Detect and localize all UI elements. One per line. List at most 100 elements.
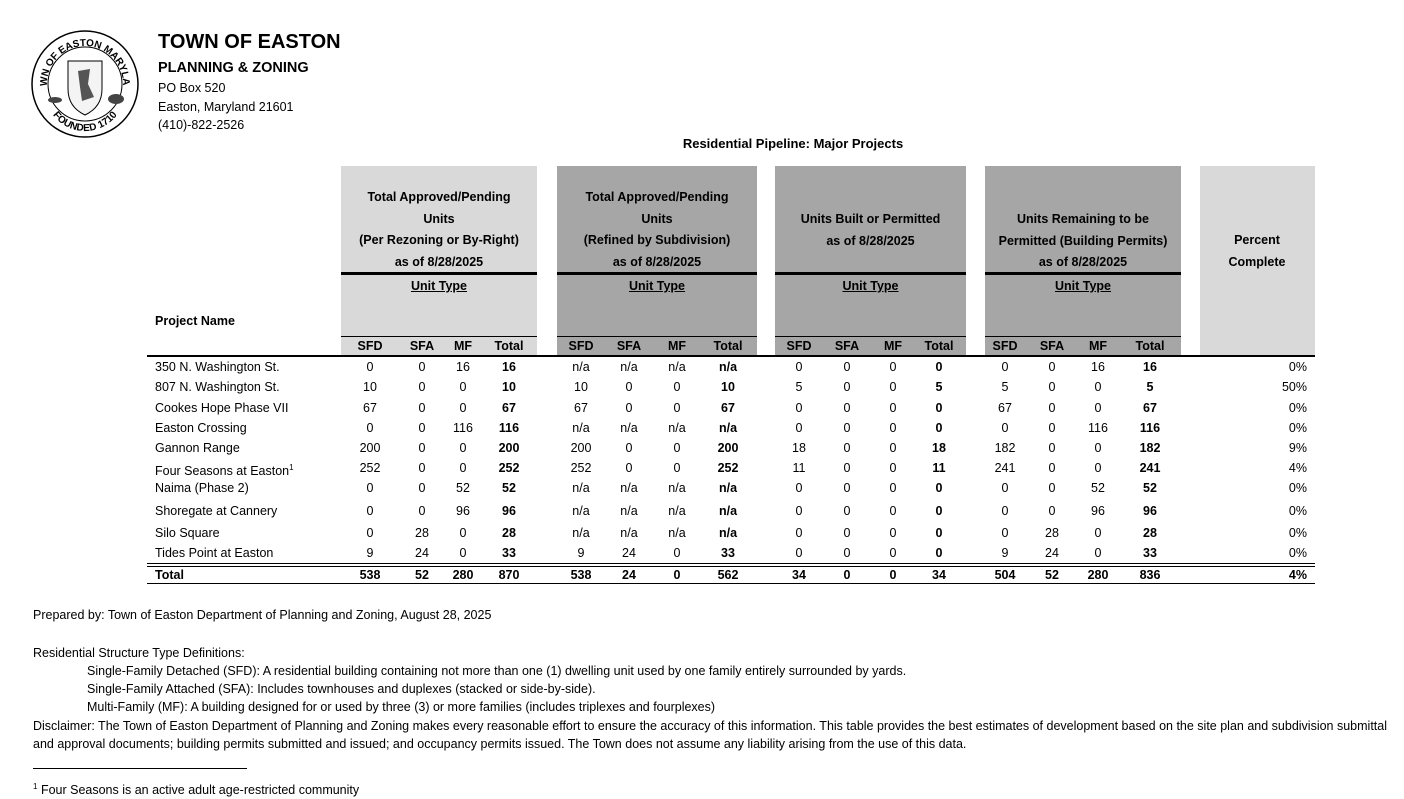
cell: 0 — [889, 441, 897, 455]
cell: 116 — [1139, 421, 1161, 435]
group-header-box — [985, 166, 1181, 356]
cell: 0 — [935, 504, 943, 518]
definition: Single-Family Detached (SFD): A resident… — [87, 664, 907, 678]
cell: 0 — [935, 360, 943, 374]
group-sub-rule — [985, 336, 1181, 337]
cell: 0 — [843, 441, 851, 455]
percent: 0% — [1288, 546, 1307, 560]
definition: Multi-Family (MF): A building designed f… — [87, 700, 716, 714]
cell: n/a — [572, 481, 590, 495]
cell: 280 — [452, 568, 474, 582]
cell: n/a — [718, 526, 738, 540]
cell: 0 — [1001, 526, 1009, 540]
row-name-text: Shoregate at Cannery — [155, 504, 278, 518]
cell: 24 — [1045, 546, 1059, 560]
cell: 24 — [415, 546, 429, 560]
cell: 836 — [1139, 568, 1161, 582]
cell: 52 — [415, 568, 429, 582]
cell: 0 — [418, 360, 426, 374]
cell: 0 — [795, 421, 803, 435]
row-name: Silo Square — [155, 524, 220, 542]
percent: 0% — [1288, 360, 1307, 374]
address-line: PO Box 520 — [158, 81, 226, 95]
title: TOWN OF EASTON — [158, 31, 341, 53]
cell: 0 — [843, 421, 851, 435]
cell: 0 — [1094, 401, 1102, 415]
column-header: MF — [667, 339, 687, 353]
group-header-box — [775, 166, 966, 356]
group-header-line: as of 8/28/2025 — [1038, 255, 1128, 269]
row-name-text: Four Seasons at Easton — [155, 464, 290, 479]
cell: 67 — [998, 401, 1012, 415]
cell: 0 — [366, 360, 374, 374]
footnote-text: Four Seasons is an active adult age-rest… — [40, 783, 360, 798]
cell: 0 — [795, 504, 803, 518]
cell: 0 — [889, 421, 897, 435]
cell: 0 — [889, 526, 897, 540]
cell: n/a — [620, 421, 638, 435]
percent: 9% — [1288, 441, 1307, 455]
cell: 562 — [717, 568, 739, 582]
total-bottom-rule — [147, 583, 1315, 584]
column-header: SFD — [568, 339, 594, 353]
cell: 0 — [418, 441, 426, 455]
cell: 28 — [1045, 526, 1059, 540]
column-header: Total — [924, 339, 954, 353]
cell: 0 — [625, 441, 633, 455]
cell: 252 — [359, 461, 381, 475]
cell: 0 — [1094, 461, 1102, 475]
cell: 538 — [359, 568, 381, 582]
prepared: Prepared by: Town of Easton Department o… — [33, 608, 492, 622]
group-header-rule — [341, 272, 537, 275]
cell: 16 — [1091, 360, 1105, 374]
cell: 5 — [795, 380, 803, 394]
percent: 0% — [1288, 401, 1307, 415]
seal: TOWN OF EASTON MARYLAND FOUNDED 1710 — [30, 29, 139, 138]
cell: 0 — [1048, 504, 1056, 518]
cell: 96 — [1143, 504, 1157, 518]
cell: 0 — [459, 546, 467, 560]
cell: 24 — [622, 568, 636, 582]
cell: 0 — [1001, 360, 1009, 374]
cell: 0 — [1048, 461, 1056, 475]
percent: 0% — [1288, 421, 1307, 435]
cell: 0 — [625, 380, 633, 394]
cell: 241 — [1139, 461, 1161, 475]
group-header-line: as of 8/28/2025 — [612, 254, 702, 269]
cell: 0 — [459, 401, 467, 415]
cell: 0 — [889, 546, 897, 560]
cell: 116 — [498, 421, 520, 435]
group-header-line: Permitted (Building Permits) — [998, 233, 1168, 248]
cell: 96 — [456, 504, 470, 518]
cell: 0 — [795, 481, 803, 495]
column-header: SFD — [992, 339, 1018, 353]
cell: 0 — [795, 360, 803, 374]
row-name-text: Silo Square — [155, 526, 220, 540]
project-header: Project Name — [155, 314, 235, 328]
cell: n/a — [572, 360, 590, 374]
footnote-rule — [33, 768, 247, 769]
percent: 0% — [1288, 481, 1307, 495]
cell: 52 — [1045, 568, 1059, 582]
cell: 18 — [792, 441, 806, 455]
cell: 0 — [625, 461, 633, 475]
group-sub-rule — [341, 336, 537, 337]
cell: 0 — [418, 401, 426, 415]
footnote-mark: 1 — [289, 463, 294, 472]
cell: n/a — [620, 526, 638, 540]
percent-header-line: Complete — [1228, 255, 1286, 269]
cell: 0 — [673, 401, 681, 415]
cell: 0 — [1001, 504, 1009, 518]
total-rule — [147, 565, 1315, 567]
cell: 116 — [453, 421, 473, 435]
cell: 200 — [570, 441, 592, 455]
unit-type: Unit Type — [1054, 279, 1112, 293]
row-name: Cookes Hope Phase VII — [155, 399, 288, 417]
row-name: Tides Point at Easton — [155, 544, 273, 562]
cell: 0 — [673, 441, 681, 455]
cell: 0 — [459, 380, 467, 394]
cell: 0 — [935, 401, 943, 415]
cell: 0 — [366, 421, 374, 435]
cell: 67 — [502, 401, 516, 415]
cell: 16 — [1143, 360, 1157, 374]
